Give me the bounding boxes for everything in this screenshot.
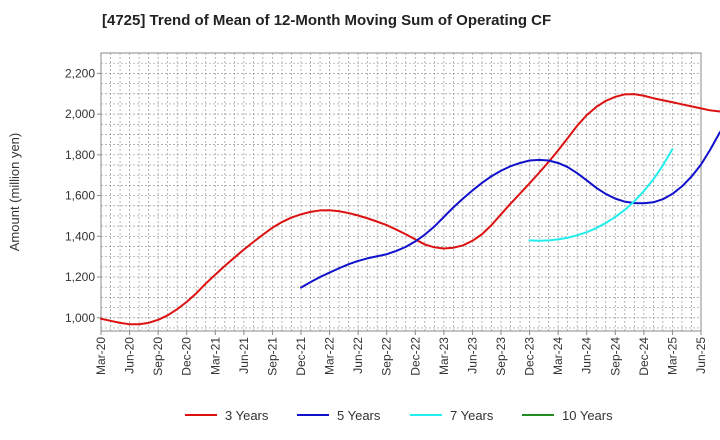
x-tick-label: Mar-20 bbox=[94, 337, 108, 375]
legend-label: 3 Years bbox=[225, 408, 269, 423]
x-tick-label: Dec-22 bbox=[408, 337, 422, 376]
y-axis-title: Amount (million yen) bbox=[7, 133, 22, 252]
x-tick-label: Mar-22 bbox=[323, 337, 337, 375]
x-tick-label: Sep-20 bbox=[151, 337, 165, 376]
y-tick-label: 1,200 bbox=[65, 270, 95, 284]
legend: 3 Years 5 Years 7 Years 10 Years bbox=[185, 408, 613, 423]
x-tick-label: Jun-21 bbox=[237, 337, 251, 374]
series-line-5-years bbox=[300, 131, 720, 289]
y-tick-label: 2,200 bbox=[65, 66, 95, 80]
x-tick-label: Mar-21 bbox=[208, 337, 222, 375]
x-tick-label: Sep-22 bbox=[380, 337, 394, 376]
x-tick-label: Mar-23 bbox=[437, 337, 451, 375]
legend-label: 10 Years bbox=[562, 408, 613, 423]
y-tick-label: 1,000 bbox=[65, 311, 95, 325]
y-tick-label: 1,600 bbox=[65, 189, 95, 203]
x-axis: Mar-20 Jun-20 Sep-20 Dec-20 Mar-21 Jun-21 Sep-… bbox=[94, 331, 708, 376]
series-line-3-years bbox=[100, 93, 720, 326]
chart-title: [4725] Trend of Mean of 12-Month Moving … bbox=[102, 12, 552, 29]
x-tick-label: Jun-20 bbox=[123, 337, 137, 374]
x-tick-label: Jun-24 bbox=[580, 337, 594, 374]
plot-area bbox=[100, 52, 702, 332]
x-tick-label: Sep-24 bbox=[608, 337, 622, 376]
y-tick-label: 1,800 bbox=[65, 148, 95, 162]
x-tick-label: Dec-21 bbox=[294, 337, 308, 376]
x-tick-label: Mar-24 bbox=[551, 337, 565, 375]
series-lines bbox=[100, 93, 720, 326]
y-tick-label: 2,000 bbox=[65, 107, 95, 121]
x-tick-label: Mar-25 bbox=[665, 337, 679, 375]
y-axis: 1,000 1,200 1,400 1,600 1,800 2,000 2,200 bbox=[65, 66, 101, 325]
series-line-7-years bbox=[528, 148, 674, 242]
x-tick-label: Sep-23 bbox=[494, 337, 508, 376]
legend-label: 5 Years bbox=[337, 408, 381, 423]
y-tick-label: 1,400 bbox=[65, 229, 95, 243]
x-tick-label: Jun-22 bbox=[351, 337, 365, 374]
x-tick-label: Jun-23 bbox=[465, 337, 479, 374]
x-tick-label: Sep-21 bbox=[265, 337, 279, 376]
x-tick-label: Dec-23 bbox=[523, 337, 537, 376]
legend-label: 7 Years bbox=[450, 408, 494, 423]
x-tick-label: Jun-25 bbox=[694, 337, 708, 374]
x-tick-label: Dec-20 bbox=[180, 337, 194, 376]
x-tick-label: Dec-24 bbox=[637, 337, 651, 376]
